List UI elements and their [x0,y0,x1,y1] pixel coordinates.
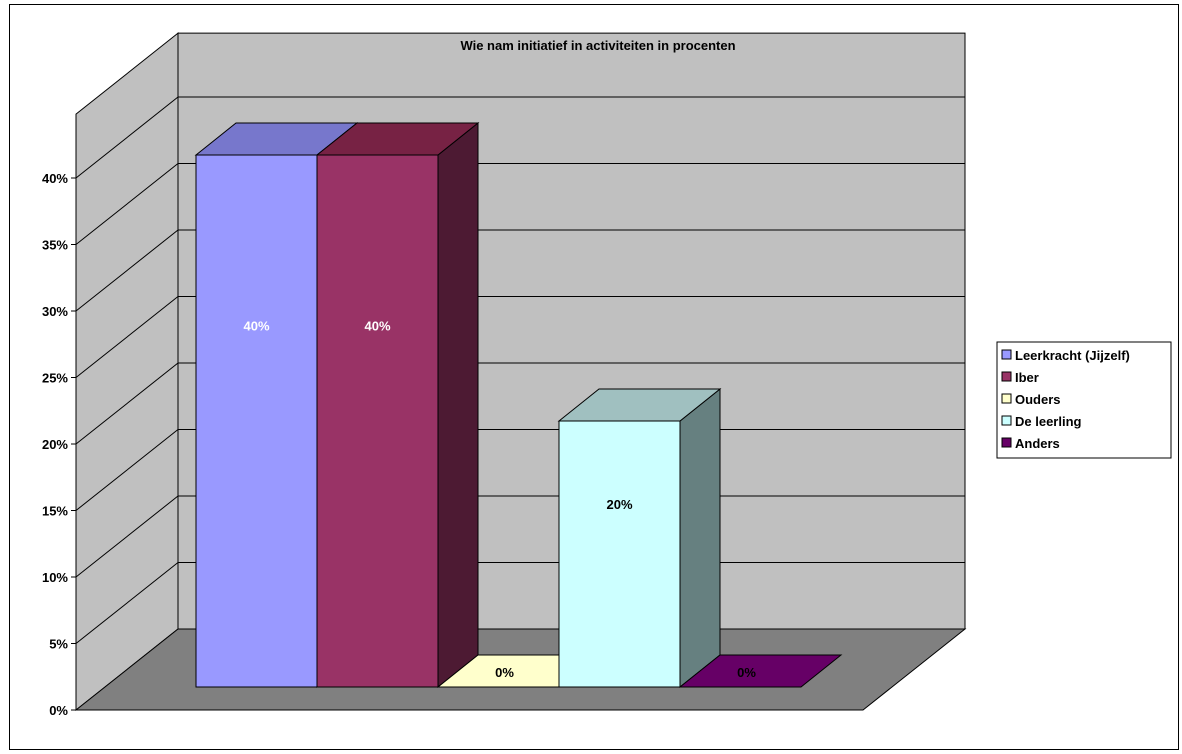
bar-front [316,154,439,688]
bar-side [437,121,479,689]
data-label: 40% [364,319,390,334]
legend-label: Iber [1015,370,1039,385]
legend: Leerkracht (Jijzelf) Iber Ouders De leerlin… [996,341,1172,459]
legend-swatch [1001,415,1012,426]
bar-4 [678,654,843,688]
legend-swatch [1001,437,1012,448]
legend-swatch [1001,371,1012,382]
y-tick-label: 40% [42,171,68,186]
legend-label: Leerkracht (Jijzelf) [1015,348,1130,363]
legend-item: De leerling [1001,414,1082,429]
data-labels: 40% 40% 0% 20% 0% [243,319,756,680]
gridline-side [75,495,179,578]
legend-item: Leerkracht (Jijzelf) [1001,348,1130,363]
legend-swatch [1001,349,1012,360]
gridline-side [75,429,179,511]
legend-swatch [1001,393,1012,404]
bar-flat [678,654,843,688]
y-tick-label: 0% [49,703,68,718]
y-tick-label: 10% [42,570,68,585]
y-axis-ticks: 0% 5% 10% 15% 20% 25% 30% 35% 40% [42,114,77,718]
chart-bars [194,121,843,689]
y-tick-label: 15% [42,504,68,519]
chart-svg: 0%5%10%15%20%25%30%35%40% 40% 40%0%20%0% … [42,32,1172,718]
y-tick-label: 35% [42,238,68,253]
legend-box [996,341,1172,459]
data-label: 40% [243,319,269,334]
data-label: 20% [606,497,632,512]
chart-frame: 0% 5% 10% 15% 20% 25% 30% 35% 40% 40% 40% 0% 20% 0% … [9,4,1179,750]
y-tick-label: 30% [42,304,68,319]
data-label: 0% [495,665,514,680]
y-tick-label: 20% [42,437,68,452]
bar-3 [557,387,722,689]
chart-title: Wie nam initiatief in activiteiten in pr… [460,38,735,53]
gridline-side [75,296,179,378]
y-tick-label: 5% [49,637,68,652]
y-tick-label: 25% [42,371,68,386]
bar-front [195,154,318,688]
legend-item: Ouders [1001,392,1061,407]
bar-front [558,420,681,688]
gridline-side [75,562,179,644]
gridline-side [75,229,179,312]
legend-label: De leerling [1015,414,1082,429]
left-wall [75,32,179,712]
legend-item: Anders [1001,436,1060,451]
bar-1 [315,121,480,689]
gridline-side [75,163,179,245]
data-label: 0% [737,665,756,680]
gridline-side [75,362,179,445]
legend-label: Ouders [1015,392,1061,407]
gridline-side [75,96,179,179]
bar-side [679,387,721,689]
legend-item: Iber [1001,370,1039,385]
legend-label: Anders [1015,436,1060,451]
